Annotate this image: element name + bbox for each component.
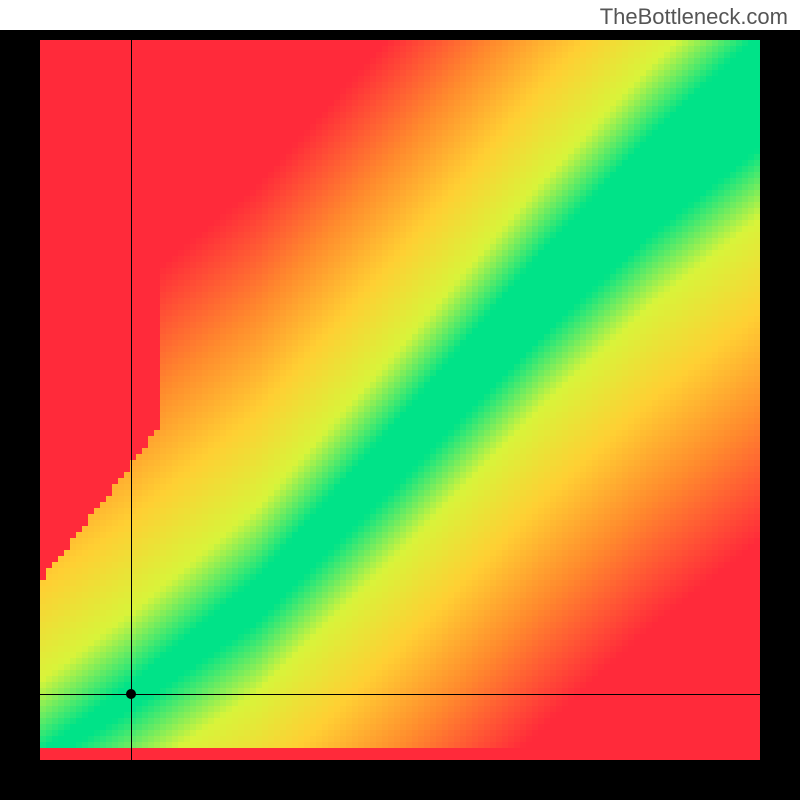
plot-area bbox=[40, 40, 760, 760]
heatmap-canvas bbox=[40, 40, 760, 760]
crosshair-horizontal bbox=[40, 694, 760, 695]
crosshair-point bbox=[126, 689, 136, 699]
watermark-text: TheBottleneck.com bbox=[600, 4, 788, 30]
crosshair-vertical bbox=[131, 40, 132, 760]
root-container: TheBottleneck.com bbox=[0, 0, 800, 800]
chart-frame bbox=[0, 30, 800, 800]
